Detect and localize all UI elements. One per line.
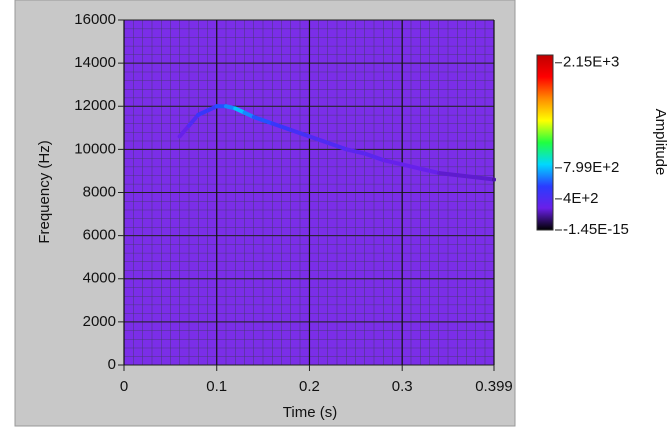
colorbar-tick-label: 7.99E+2	[563, 159, 619, 176]
colorbar-tick-label: 4E+2	[563, 190, 598, 207]
y-tick-label: 0	[108, 356, 116, 373]
x-axis-label: Time (s)	[283, 404, 337, 421]
y-tick-label: 12000	[74, 97, 116, 114]
ridge-segment	[326, 140, 349, 152]
x-tick-label: 0.1	[206, 378, 227, 395]
y-tick-label: 2000	[83, 313, 116, 330]
ridge-segment	[400, 162, 423, 171]
ridge-segment	[381, 158, 405, 167]
ridge-segment	[251, 115, 275, 126]
ridge-segment	[455, 173, 479, 180]
y-tick-label: 10000	[74, 140, 116, 157]
colorbar-tick-label: -1.45E-15	[563, 221, 629, 238]
x-tick-label: 0.399	[475, 378, 513, 395]
ridge-segment	[474, 175, 496, 182]
y-tick-label: 6000	[83, 227, 116, 244]
ridge-segment	[363, 151, 386, 163]
y-tick-label: 4000	[83, 270, 116, 287]
colorbar-label: Amplitude	[652, 109, 669, 176]
ridge-segment	[177, 123, 191, 139]
ridge-segment	[307, 134, 331, 145]
y-tick-label: 16000	[74, 11, 116, 28]
ridge-segment	[344, 147, 368, 156]
y-axis-label: Frequency (Hz)	[36, 140, 53, 243]
x-tick-label: 0.3	[392, 378, 413, 395]
colorbar-tick-label: 2.15E+3	[563, 54, 619, 71]
y-tick-label: 8000	[83, 183, 116, 200]
ridge-segment	[186, 112, 201, 128]
ridge-segment	[418, 166, 442, 176]
y-tick-label: 14000	[74, 54, 116, 71]
colorbar	[536, 54, 554, 231]
x-tick-label: 0.2	[299, 378, 320, 395]
ridge-segment	[270, 121, 293, 132]
ridge-segment	[288, 127, 312, 139]
x-tick-label: 0	[120, 378, 128, 395]
ridge-segment	[437, 171, 460, 178]
